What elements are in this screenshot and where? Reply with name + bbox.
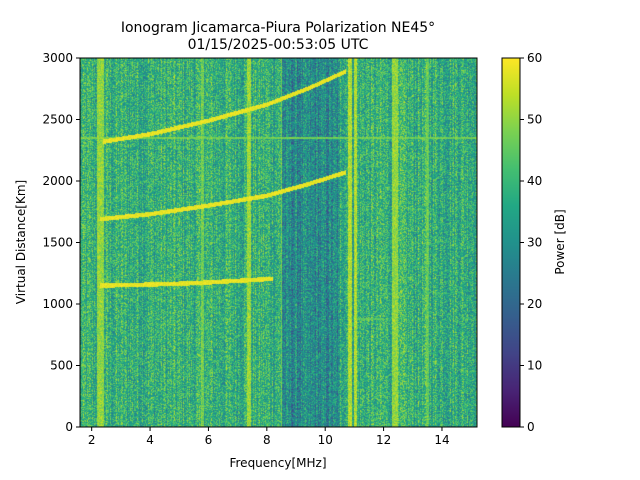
y-tick-label: 2500 bbox=[42, 113, 73, 127]
colorbar-tick-label: 60 bbox=[527, 51, 542, 65]
x-tick-label: 4 bbox=[146, 433, 154, 447]
y-axis: 0 500 1000 1500 2000 2500 3000 bbox=[42, 51, 80, 434]
colorbar-tick-label: 10 bbox=[527, 359, 542, 373]
y-tick-label: 0 bbox=[65, 420, 73, 434]
x-tick-label: 2 bbox=[88, 433, 96, 447]
colorbar-axis: 0 10 20 30 40 50 60 bbox=[520, 51, 542, 434]
x-axis: 2 4 6 8 10 12 14 bbox=[88, 427, 450, 447]
y-tick-label: 1500 bbox=[42, 236, 73, 250]
x-tick-label: 6 bbox=[205, 433, 213, 447]
y-tick-label: 2000 bbox=[42, 174, 73, 188]
y-tick-label: 1000 bbox=[42, 297, 73, 311]
y-tick-label: 500 bbox=[50, 359, 73, 373]
x-tick-label: 10 bbox=[318, 433, 333, 447]
x-tick-label: 8 bbox=[263, 433, 271, 447]
colorbar-tick-label: 50 bbox=[527, 113, 542, 127]
x-axis-label: Frequency[MHz] bbox=[229, 456, 326, 470]
x-tick-label: 14 bbox=[434, 433, 449, 447]
ionogram-heatmap bbox=[80, 58, 477, 427]
colorbar-tick-label: 20 bbox=[527, 297, 542, 311]
colorbar-tick-label: 0 bbox=[527, 420, 535, 434]
chart-title: Ionogram Jicamarca-Piura Polarization NE… bbox=[121, 20, 435, 36]
y-axis-label: Virtual Distance[Km] bbox=[14, 180, 28, 304]
x-tick-label: 12 bbox=[376, 433, 391, 447]
plot-area bbox=[80, 58, 477, 427]
colorbar-label: Power [dB] bbox=[553, 209, 567, 274]
colorbar-tick-label: 40 bbox=[527, 174, 542, 188]
chart-subtitle: 01/15/2025-00:53:05 UTC bbox=[188, 37, 369, 53]
y-tick-label: 3000 bbox=[42, 51, 73, 65]
colorbar-tick-label: 30 bbox=[527, 236, 542, 250]
colorbar bbox=[501, 57, 521, 428]
